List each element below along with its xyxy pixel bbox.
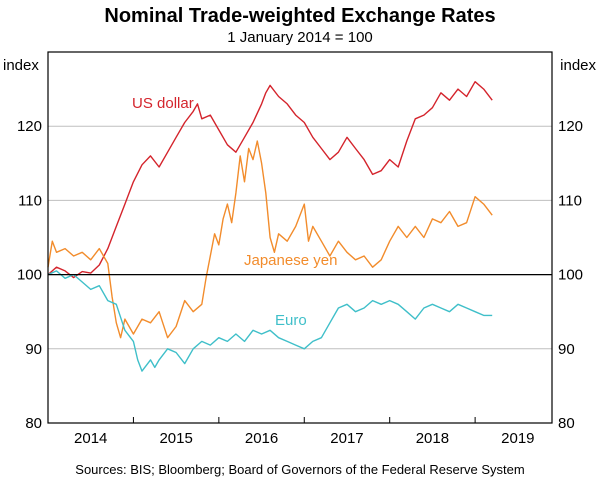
series-line-japanese-yen [47, 140, 493, 339]
axes: 80 80 90 90 100 100 110 110 120 120 2014 2015 2016 20… [17, 51, 583, 447]
y-tick-label-left-100: 100 [17, 267, 42, 284]
x-tick-label-2019: 2019 [501, 430, 534, 447]
series-lines [47, 81, 493, 372]
x-tick-label-2018: 2018 [416, 430, 449, 447]
x-tick-label-2017: 2017 [330, 430, 363, 447]
series-line-euro [47, 270, 493, 372]
x-tick-label-2015: 2015 [159, 430, 192, 447]
annotation-labels: US dollar Japanese yen Euro [132, 95, 337, 329]
chart-title: Nominal Trade-weighted Exchange Rates [104, 5, 495, 27]
y-tick-label-left-110: 110 [18, 192, 42, 209]
y-tick-label-right-100: 100 [558, 267, 583, 284]
plot-frame [47, 51, 553, 424]
y-tick-label-right-120: 120 [558, 118, 583, 135]
annotation-euro: Euro [275, 312, 307, 329]
y-tick-label-right-110: 110 [558, 192, 582, 209]
y-axis-label-right: index [560, 57, 596, 74]
chart-subtitle: 1 January 2014 = 100 [227, 29, 373, 46]
annotation-us-dollar: US dollar [132, 95, 194, 112]
source-note: Sources: BIS; Bloomberg; Board of Govern… [75, 462, 524, 477]
y-tick-label-left-90: 90 [25, 341, 42, 358]
y-tick-label-right-80: 80 [558, 415, 575, 432]
y-tick-label-left-120: 120 [17, 118, 42, 135]
series-line-us-dollar [47, 81, 493, 279]
x-tick-label-2016: 2016 [245, 430, 278, 447]
y-axis-label-left: index [3, 57, 39, 74]
annotation-japanese-yen: Japanese yen [244, 252, 337, 269]
x-tick-label-2014: 2014 [74, 430, 107, 447]
y-tick-label-left-80: 80 [25, 415, 42, 432]
y-tick-label-right-90: 90 [558, 341, 575, 358]
